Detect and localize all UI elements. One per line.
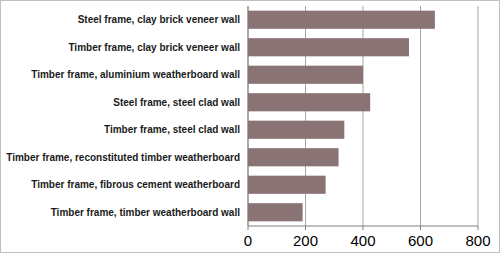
tick-label: 400: [350, 232, 375, 249]
bar: [248, 11, 435, 29]
bar: [248, 66, 363, 84]
category-label: Timber frame, reconstituted timber weath…: [6, 152, 240, 163]
frame: [1, 1, 500, 253]
category-label: Timber frame, aluminium weatherboard wal…: [31, 69, 240, 80]
category-label: Timber frame, fibrous cement weatherboar…: [31, 179, 240, 190]
bar: [248, 38, 409, 56]
x-axis: [248, 226, 478, 227]
chart-root: 0 200 400 600 800 Steel frame, clay brick ven…: [0, 0, 500, 253]
category-label: Timber frame, clay brick veneer wall: [68, 42, 240, 53]
tick-label: 800: [465, 232, 490, 249]
category-label: Steel frame, steel clad wall: [113, 97, 240, 108]
bar: [248, 93, 370, 111]
tick-mark: [248, 226, 249, 230]
bar: [248, 121, 344, 139]
bars: [248, 11, 435, 222]
tick-label: 600: [408, 232, 433, 249]
tick-mark: [478, 226, 479, 230]
bar: [248, 148, 339, 166]
tick-mark: [420, 226, 421, 230]
category-label: Timber frame, timber weatherboard wall: [51, 207, 241, 218]
category-label: Steel frame, clay brick veneer wall: [78, 14, 241, 25]
tick-mark: [363, 226, 364, 230]
grid-line: [420, 6, 421, 226]
bar: [248, 203, 303, 221]
category-label: Timber frame, steel clad wall: [104, 124, 240, 135]
grid-line: [478, 6, 479, 226]
tick-label: 0: [244, 232, 252, 249]
tick-label: 200: [293, 232, 318, 249]
chart: 0 200 400 600 800 Steel frame, clay brick ven…: [0, 0, 500, 253]
bar: [248, 176, 326, 194]
tick-mark: [305, 226, 306, 230]
